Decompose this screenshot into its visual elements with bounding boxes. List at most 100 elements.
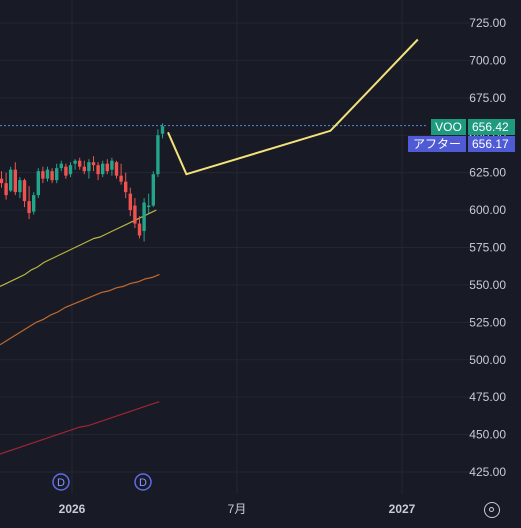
candle-body: [36, 171, 40, 196]
moving-average-line: [0, 273, 160, 346]
candle-body: [50, 171, 54, 181]
candle: [133, 198, 137, 229]
candle: [55, 163, 59, 184]
candle: [68, 162, 73, 178]
moving-averages: [0, 209, 160, 455]
gear-icon[interactable]: [484, 502, 500, 518]
x-tick-label: 2026: [59, 502, 86, 516]
candle-body: [110, 160, 114, 170]
candle: [128, 187, 132, 217]
candle-body: [147, 205, 151, 208]
y-tick-label: 600.00: [469, 203, 506, 217]
y-tick-label: 725.00: [469, 16, 506, 30]
candle: [27, 186, 31, 220]
candle-body: [105, 163, 109, 172]
y-tick-label: 575.00: [469, 241, 506, 255]
candle-body: [160, 126, 165, 134]
candle: [9, 166, 13, 193]
x-axis: 2026 7月 2027: [59, 502, 416, 516]
candle: [82, 160, 86, 175]
candle-body: [13, 169, 17, 193]
y-tick-label: 700.00: [469, 53, 506, 67]
candle-body: [137, 223, 142, 236]
candle-body: [22, 180, 27, 202]
candle-body: [9, 169, 13, 191]
candle-body: [41, 171, 45, 179]
candle-body: [142, 202, 146, 232]
candle: [119, 163, 123, 185]
candle: [160, 123, 165, 139]
candle-body: [133, 205, 137, 224]
candle-body: [55, 168, 59, 181]
candle-body: [91, 162, 96, 166]
candle: [41, 166, 45, 184]
candle-body: [87, 162, 91, 172]
projection-line[interactable]: [167, 38, 419, 176]
dividend-marker-label: D: [139, 477, 147, 489]
candle-body: [119, 175, 123, 182]
candle-body: [68, 165, 73, 175]
candle-body: [4, 183, 8, 196]
candle: [4, 172, 8, 200]
candle: [0, 171, 4, 188]
moving-average-line: [0, 401, 160, 455]
last-price-tag: 656.42: [468, 119, 515, 135]
candle: [156, 129, 160, 178]
candle: [137, 216, 142, 239]
candle: [151, 171, 155, 208]
candle-body: [82, 166, 86, 172]
dividend-marker[interactable]: D: [52, 473, 70, 491]
candle-body: [101, 163, 105, 175]
candle: [50, 168, 54, 184]
candle-body: [78, 160, 82, 167]
candle: [22, 178, 27, 208]
y-tick-label: 425.00: [469, 465, 506, 479]
y-tick-label: 625.00: [469, 166, 506, 180]
dividend-marker[interactable]: D: [134, 473, 152, 491]
candle: [110, 157, 114, 176]
candle-body: [96, 165, 100, 175]
candle: [91, 156, 96, 172]
grid-lines: [0, 0, 470, 494]
candle-body: [114, 162, 119, 176]
candle: [124, 172, 128, 199]
candle: [32, 192, 36, 215]
candle: [36, 168, 40, 199]
candle-body: [64, 166, 68, 176]
y-tick-label: 475.00: [469, 390, 506, 404]
candle-body: [151, 174, 155, 206]
candle: [142, 198, 146, 242]
candle: [105, 159, 109, 175]
candle: [64, 163, 68, 179]
candle-body: [18, 180, 22, 193]
y-tick-label: 525.00: [469, 315, 506, 329]
y-axis-ticks: 725.00700.00675.00650.00625.00600.00575.…: [469, 16, 506, 479]
candle: [78, 157, 82, 170]
symbol-tag: VOO: [431, 119, 466, 135]
after-hours-price-tag: 656.17: [468, 136, 515, 152]
y-tick-label: 500.00: [469, 353, 506, 367]
candle: [96, 162, 100, 181]
x-tick-label: 7月: [228, 502, 247, 516]
candle-body: [45, 169, 50, 179]
x-tick-label: 2027: [389, 502, 416, 516]
candle-body: [32, 195, 36, 212]
candle-body: [124, 181, 128, 193]
moving-average-line: [0, 209, 157, 287]
candle-body: [59, 163, 63, 169]
candle: [73, 159, 77, 170]
dividend-marker-label: D: [57, 477, 65, 489]
dividend-markers: D D: [52, 473, 152, 491]
candle: [147, 193, 151, 214]
y-tick-label: 675.00: [469, 91, 506, 105]
candle-body: [0, 178, 4, 184]
candle: [87, 159, 91, 179]
candle: [18, 177, 22, 199]
candle: [45, 166, 50, 182]
candle: [59, 160, 63, 172]
candle-body: [27, 201, 31, 214]
y-tick-label: 450.00: [469, 428, 506, 442]
candle: [114, 160, 119, 179]
